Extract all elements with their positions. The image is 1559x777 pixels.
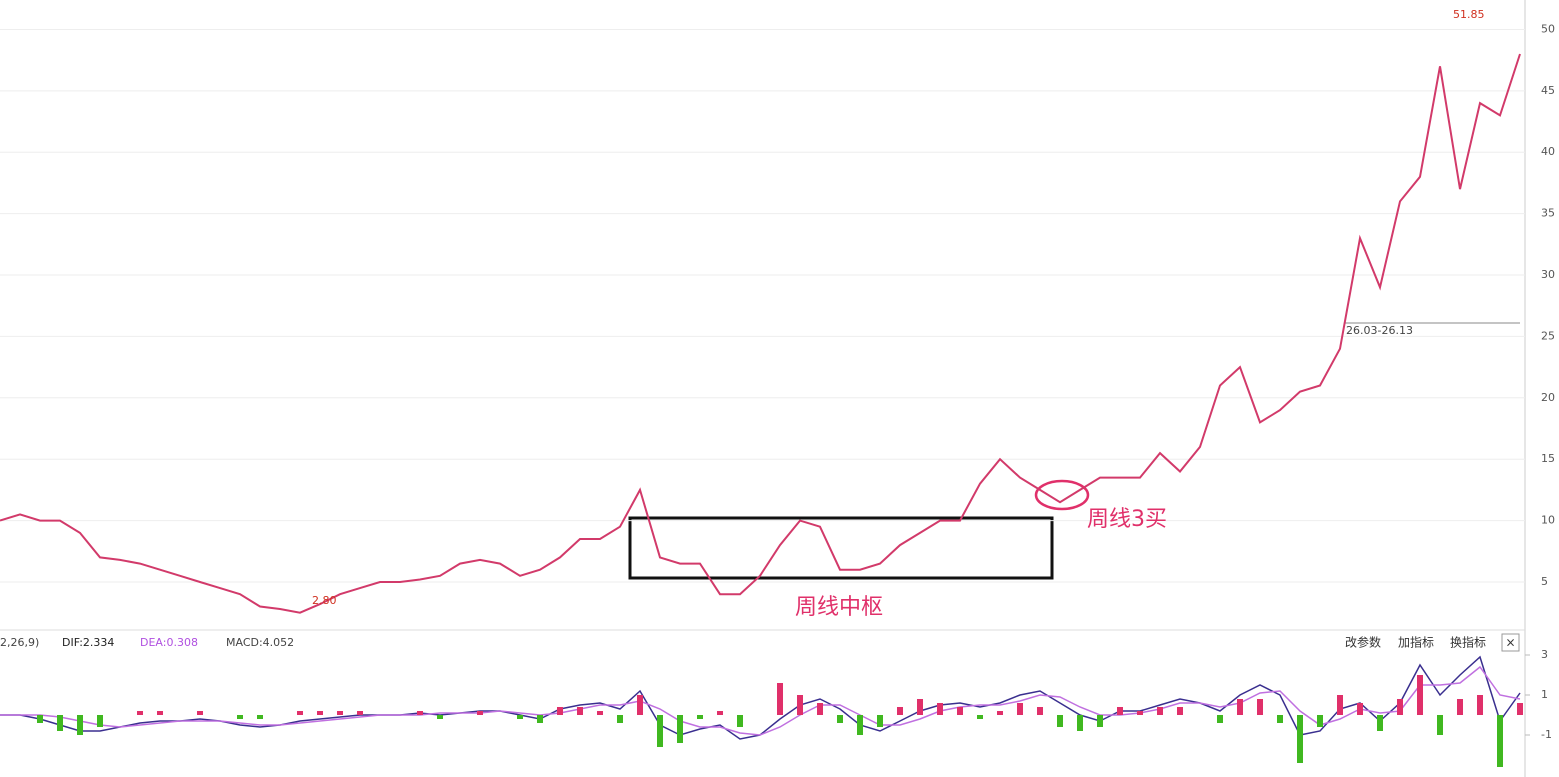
macd-bar [137, 711, 143, 715]
macd-bar [997, 711, 1003, 715]
y-tick-label: 35 [1541, 207, 1555, 220]
macd-bar [1457, 699, 1463, 715]
macd-bar [257, 715, 263, 719]
macd-bar [317, 711, 323, 715]
y-tick-label: 3 [1541, 648, 1548, 661]
indicator-label: DEA:0.308 [140, 636, 198, 649]
y-tick-label: 40 [1541, 145, 1555, 158]
macd-bar [777, 683, 783, 715]
macd-bar [1477, 695, 1483, 715]
macd-bar [1057, 715, 1063, 727]
macd-bar [517, 715, 523, 719]
macd-bar [1497, 715, 1503, 767]
macd-bar [577, 707, 583, 715]
y-tick-label: 15 [1541, 452, 1555, 465]
macd-bar [677, 715, 683, 743]
macd-bar [877, 715, 883, 727]
macd-bar [297, 711, 303, 715]
macd-bar [1017, 703, 1023, 715]
macd-bar [1157, 707, 1163, 715]
macd-bar [957, 707, 963, 715]
data-line [0, 665, 1521, 736]
toolbar-button[interactable]: 换指标 [1450, 635, 1486, 650]
macd-bar [57, 715, 63, 731]
macd-bar [1117, 707, 1123, 715]
macd-bar [477, 711, 483, 715]
macd-bar [97, 715, 103, 727]
macd-bar [897, 707, 903, 715]
y-tick-label: 1 [1541, 688, 1548, 701]
annotation: 2.80 [312, 594, 337, 607]
y-tick-label: 50 [1541, 22, 1555, 35]
toolbar-button[interactable]: 加指标 [1398, 635, 1434, 650]
annotation: 26.03-26.13 [1346, 324, 1413, 337]
macd-bar [737, 715, 743, 727]
y-tick-label: 25 [1541, 329, 1555, 342]
y-tick-label: 10 [1541, 514, 1555, 527]
macd-bar [617, 715, 623, 723]
macd-bar [1397, 699, 1403, 715]
toolbar-button[interactable]: × [1505, 636, 1515, 650]
macd-bar [237, 715, 243, 719]
macd-bar [337, 711, 343, 715]
macd-bar [637, 695, 643, 715]
macd-bar [1097, 715, 1103, 727]
macd-bar [597, 711, 603, 715]
macd-bar [917, 699, 923, 715]
macd-bar [1137, 711, 1143, 715]
macd-bar [1317, 715, 1323, 727]
macd-bar [1037, 707, 1043, 715]
buy-circle [1034, 479, 1090, 511]
macd-bar [357, 711, 363, 715]
macd-bar [1297, 715, 1303, 763]
macd-bar [717, 711, 723, 715]
macd-bar [817, 703, 823, 715]
macd-bar [1237, 699, 1243, 715]
y-tick-label: -1 [1541, 728, 1552, 741]
y-tick-label: 5 [1541, 575, 1548, 588]
y-tick-label: 30 [1541, 268, 1555, 281]
macd-bar [1517, 703, 1523, 715]
macd-bar [837, 715, 843, 723]
macd-bar [1337, 695, 1343, 715]
macd-bar [537, 715, 543, 723]
macd-bar [437, 715, 443, 719]
macd-bar [77, 715, 83, 735]
y-tick-label: 20 [1541, 391, 1555, 404]
macd-bar [697, 715, 703, 719]
indicator-label: 2,26,9) [0, 636, 39, 649]
macd-bar [857, 715, 863, 735]
macd-bar [557, 707, 563, 715]
indicator-label: MACD:4.052 [226, 636, 294, 649]
y-tick-label: 45 [1541, 84, 1555, 97]
pivot-box [628, 516, 1054, 580]
macd-bar [1257, 699, 1263, 715]
macd-bar [1277, 715, 1283, 723]
macd-bar [1077, 715, 1083, 731]
macd-bar [657, 715, 663, 747]
macd-bar [1177, 707, 1183, 715]
macd-bar [1357, 703, 1363, 715]
annotation: 周线中枢 [795, 595, 883, 620]
macd-bar [197, 711, 203, 715]
data-line [0, 53, 1521, 614]
annotation: 周线3买 [1087, 507, 1167, 532]
annotation: 51.85 [1453, 8, 1485, 21]
macd-bar [157, 711, 163, 715]
macd-bar [1377, 715, 1383, 731]
macd-bar [1217, 715, 1223, 723]
toolbar-button[interactable]: 改参数 [1345, 635, 1381, 650]
macd-bar [797, 695, 803, 715]
close-box [1501, 633, 1520, 652]
macd-bar [417, 711, 423, 715]
macd-bar [937, 703, 943, 715]
macd-bar [37, 715, 43, 723]
indicator-label: DIF:2.334 [62, 636, 114, 649]
macd-bar [1437, 715, 1443, 735]
macd-bar [977, 715, 983, 719]
macd-bar [1417, 675, 1423, 715]
